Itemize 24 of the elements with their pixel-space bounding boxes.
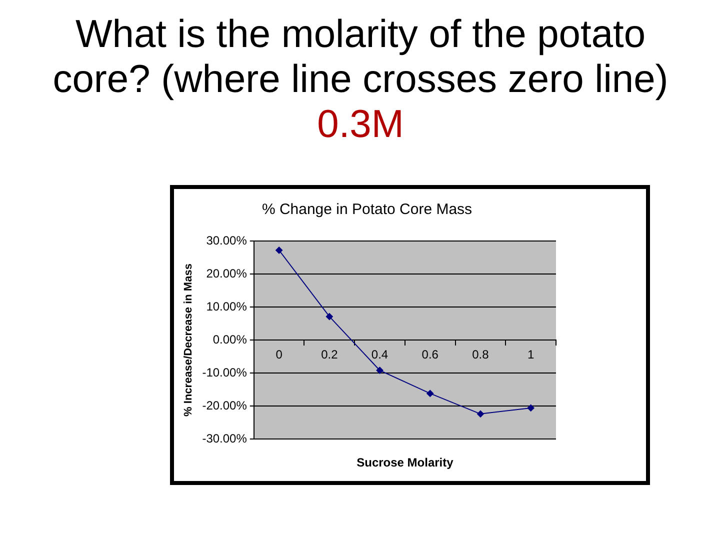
point	[276, 246, 283, 254]
x-tick-label: 0	[276, 348, 283, 362]
y-tick-label: -10.00%	[202, 365, 248, 380]
y-tick-label: 30.00%	[206, 233, 248, 248]
y-axis-title: % Increase/Decrease in Mass	[182, 264, 195, 416]
y-tick-label: 20.00%	[206, 266, 248, 280]
chart-title: What is the molarity of the potato core? (where line crosses zero line)	[52, 13, 668, 101]
point	[376, 366, 384, 374]
x-tick-label: 0.2	[321, 348, 338, 362]
text: 0.3M	[317, 103, 404, 146]
chart-subtitle: % Change in Potato Core Mass	[262, 201, 472, 218]
point	[326, 313, 333, 320]
x-tick-label: 1	[527, 348, 534, 362]
x-tick-label: 0.4	[371, 348, 388, 362]
point	[426, 390, 434, 397]
point	[527, 404, 534, 412]
y-tick-label: -20.00%	[202, 398, 248, 412]
x-axis-title: Sucrose Molarity	[356, 455, 454, 470]
x-tick-label: 0.8	[472, 348, 490, 362]
y-tick-label: 0.00%	[212, 332, 248, 346]
x-tick-label: 0.6	[422, 348, 439, 362]
y-tick-label: 10.00%	[206, 299, 248, 314]
y-tick-label: -30.00%	[202, 431, 248, 446]
point	[476, 410, 484, 418]
